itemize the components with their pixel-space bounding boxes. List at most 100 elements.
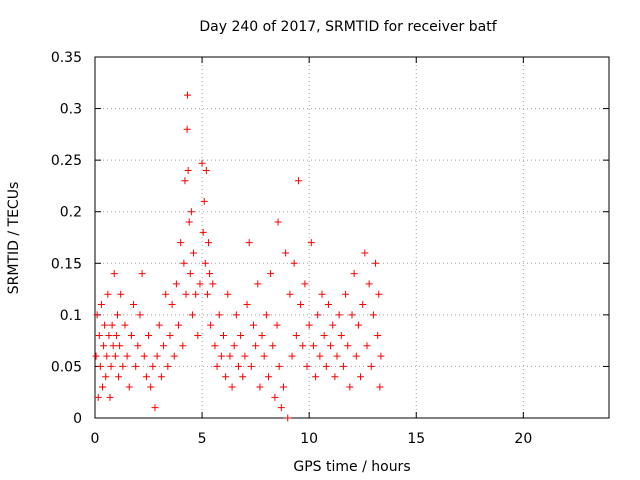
data-point <box>140 352 148 360</box>
data-point <box>286 290 294 298</box>
data-point <box>284 414 292 422</box>
data-point <box>264 373 272 381</box>
data-point <box>111 352 119 360</box>
data-point <box>201 259 209 267</box>
data-point <box>346 383 354 391</box>
data-point <box>344 342 352 350</box>
data-point <box>237 331 245 339</box>
data-point <box>277 404 285 412</box>
data-point <box>155 321 163 329</box>
data-point <box>271 393 279 401</box>
data-point <box>105 331 113 339</box>
data-point <box>145 331 153 339</box>
data-point <box>258 331 266 339</box>
data-point <box>243 301 251 309</box>
data-point <box>134 342 142 350</box>
data-point <box>103 352 111 360</box>
data-point <box>190 249 198 257</box>
data-point <box>151 404 159 412</box>
data-point <box>206 270 214 278</box>
data-point <box>183 125 191 133</box>
data-point <box>361 249 369 257</box>
data-point <box>97 301 105 309</box>
data-point <box>175 321 183 329</box>
data-point <box>247 362 255 370</box>
data-point <box>194 331 202 339</box>
data-point <box>182 290 190 298</box>
data-point <box>112 331 120 339</box>
data-point <box>375 290 383 298</box>
data-point <box>184 91 192 99</box>
data-point <box>230 342 238 350</box>
data-point <box>170 352 178 360</box>
data-point <box>372 259 380 267</box>
data-point <box>350 270 358 278</box>
data-point <box>273 321 281 329</box>
y-tick-label: 0.25 <box>51 153 82 169</box>
data-point <box>101 321 109 329</box>
data-point <box>157 373 165 381</box>
data-point <box>269 342 277 350</box>
data-point <box>377 352 385 360</box>
data-point <box>307 239 315 247</box>
data-point <box>125 383 133 391</box>
data-point <box>331 373 339 381</box>
data-point <box>365 280 373 288</box>
data-point <box>254 280 262 288</box>
data-point <box>121 321 129 329</box>
data-point <box>186 270 194 278</box>
data-point <box>138 270 146 278</box>
y-tick-label: 0.05 <box>51 359 82 375</box>
data-point <box>172 280 180 288</box>
data-point <box>192 290 200 298</box>
y-tick-label: 0.2 <box>60 205 82 221</box>
y-tick-label: 0.15 <box>51 256 82 272</box>
data-points <box>92 91 385 422</box>
data-point <box>181 177 189 185</box>
data-point <box>211 342 219 350</box>
data-point <box>215 311 223 319</box>
data-point <box>104 290 112 298</box>
data-point <box>213 362 221 370</box>
data-point <box>220 331 227 339</box>
x-tick-label: 10 <box>300 431 318 447</box>
x-tick-label: 5 <box>198 431 207 447</box>
data-point <box>222 373 230 381</box>
data-point <box>185 218 193 226</box>
data-point <box>249 321 257 329</box>
data-point <box>305 321 313 329</box>
x-axis-label: GPS time / hours <box>293 459 410 475</box>
data-point <box>348 311 356 319</box>
data-point <box>188 311 196 319</box>
data-point <box>299 342 307 350</box>
data-point <box>309 342 317 350</box>
data-point <box>288 352 296 360</box>
data-point <box>142 373 150 381</box>
data-point <box>374 331 382 339</box>
data-point <box>367 362 375 370</box>
data-point <box>199 228 207 236</box>
data-point <box>376 383 384 391</box>
data-point <box>93 311 101 319</box>
data-point <box>153 352 161 360</box>
y-tick-label: 0.1 <box>60 308 82 324</box>
data-point <box>252 342 260 350</box>
y-tick-label: 0.35 <box>51 50 82 66</box>
data-point <box>207 321 215 329</box>
data-point <box>205 239 213 247</box>
data-point <box>232 311 240 319</box>
data-point <box>110 270 118 278</box>
data-point <box>324 301 332 309</box>
data-point <box>217 352 225 360</box>
data-point <box>200 197 208 205</box>
data-point <box>279 383 287 391</box>
data-point <box>352 352 360 360</box>
x-tick-label: 0 <box>91 431 100 447</box>
chart-title: Day 240 of 2017, SRMTID for receiver bat… <box>199 19 497 35</box>
data-point <box>275 362 283 370</box>
data-point <box>106 393 114 401</box>
data-point <box>180 259 188 267</box>
data-point <box>123 352 131 360</box>
data-point <box>262 311 270 319</box>
